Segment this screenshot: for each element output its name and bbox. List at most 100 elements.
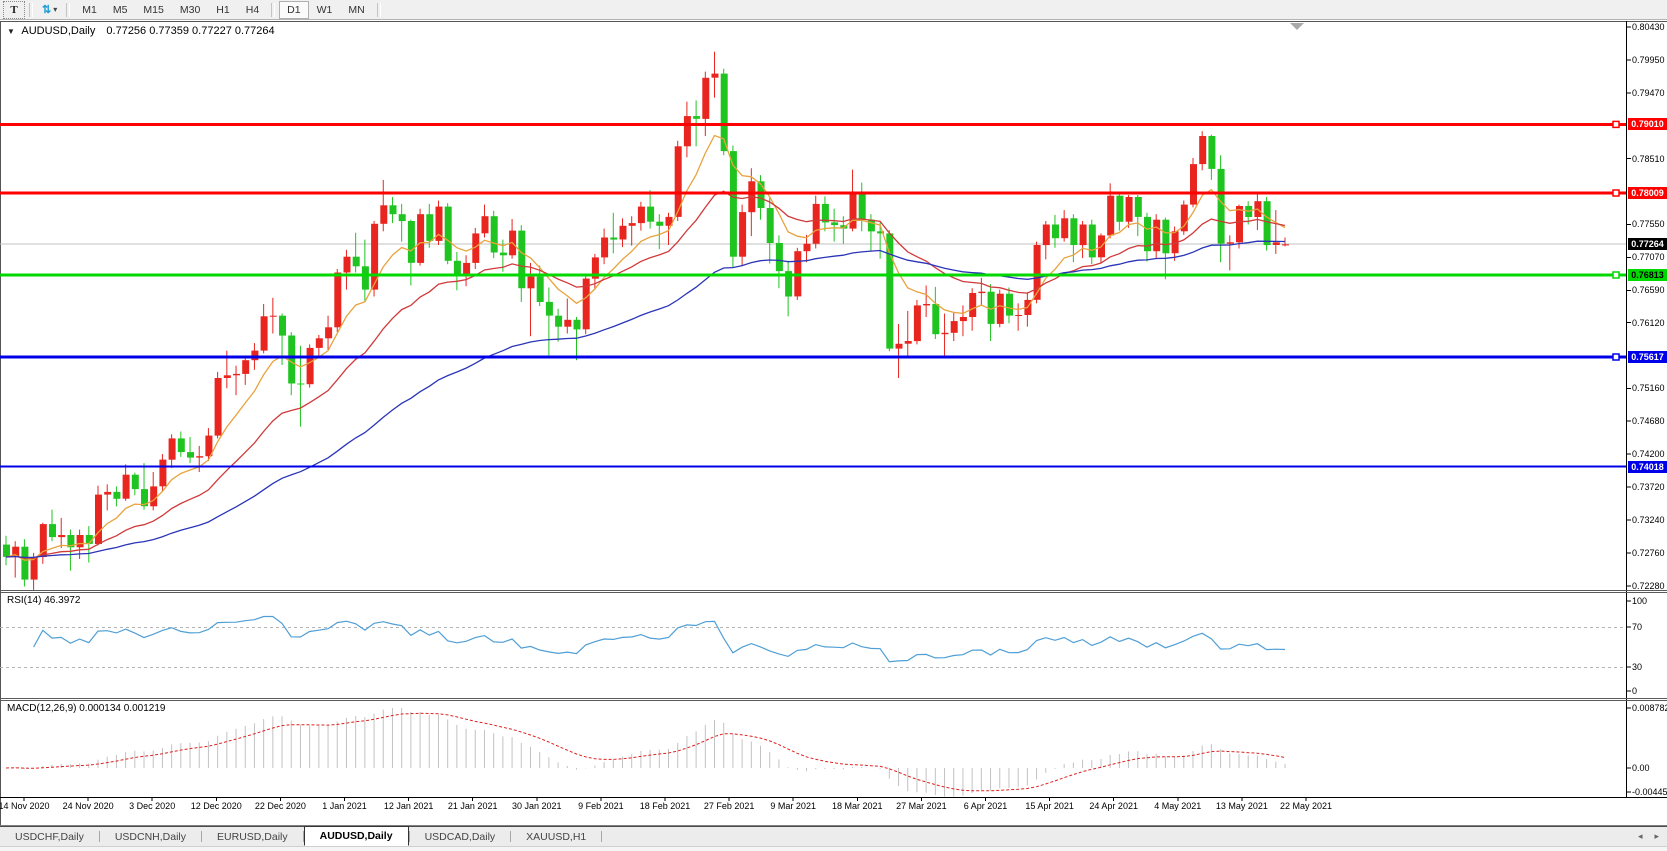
top-toolbar: T ⇅ ▾ M1 M5 M15 M30 H1 H4 D1 W1 MN: [0, 0, 1667, 20]
date-axis-label: 3 Dec 2020: [129, 801, 176, 811]
text-tool-button[interactable]: T: [3, 0, 25, 19]
price-axis-label: 0.80430: [1632, 22, 1665, 33]
price-axis-label: 0.73240: [1632, 514, 1665, 525]
timeframe-button-H1[interactable]: H1: [216, 3, 230, 16]
timeframe-button-H4[interactable]: H4: [245, 3, 260, 16]
timeframe-toolbar: M1 M5 M15 M30 H1 H4 D1 W1 MN: [74, 0, 384, 19]
chart-shift-marker-icon[interactable]: [1290, 23, 1304, 30]
date-axis-label: 22 May 2021: [1279, 801, 1333, 811]
line-handle-0.78009[interactable]: [1612, 189, 1620, 197]
tab-separator: [201, 831, 203, 842]
date-axis-label: 1 Jan 2021: [322, 801, 367, 811]
arrows-tool-button[interactable]: ⇅ ▾: [37, 1, 62, 19]
date-axis-label: 27 Mar 2021: [896, 801, 947, 811]
date-axis-label: 4 May 2021: [1154, 801, 1202, 811]
line-handle-0.79010[interactable]: [1612, 120, 1620, 129]
date-axis-label: 21 Jan 2021: [447, 801, 498, 811]
timeframe-button-M15[interactable]: M15: [143, 3, 164, 16]
tab-separator: [601, 831, 603, 842]
timeframe-button-D1[interactable]: D1: [279, 0, 309, 19]
price-line-badge-0.78009: 0.78009: [1628, 187, 1667, 199]
tab-separator: [408, 831, 410, 842]
chart-tab-bar: USDCHF,Daily USDCNH,Daily EURUSD,Daily AUDU…: [0, 826, 1667, 846]
chart-tab-xauusd-h1[interactable]: XAUUSD,H1: [526, 830, 587, 843]
tab-separator: [302, 831, 304, 842]
timeframe-button-W1[interactable]: W1: [316, 3, 333, 16]
tab-scroll-left-icon[interactable]: ◂: [1637, 831, 1643, 841]
date-axis-label: 9 Feb 2021: [578, 801, 624, 811]
date-axis-label: 9 Mar 2021: [770, 801, 816, 811]
macd-indicator-label: MACD(12,26,9) 0.000134 0.001219: [7, 703, 166, 714]
date-axis-label: 15 Apr 2021: [1025, 801, 1074, 811]
ma-fast-line: [5, 134, 1286, 561]
price-axis-label: 0.73720: [1632, 482, 1665, 493]
date-axis-label: 18 Feb 2021: [639, 801, 691, 811]
rsi-axis-label: 30: [1632, 662, 1643, 672]
line-handle-0.76813[interactable]: [1612, 271, 1620, 279]
toolbar-separator: [66, 2, 71, 17]
date-axis-label: 14 Nov 2020: [0, 801, 50, 811]
candlestick-series: [3, 51, 1289, 590]
chart-ohlc-values: 0.77256 0.77359 0.77227 0.77264: [106, 25, 275, 37]
rsi-axis-label: 70: [1632, 622, 1643, 632]
ma-mid-line: [5, 190, 1286, 559]
macd-signal-line: [5, 712, 1286, 792]
chevron-down-icon: ▾: [53, 5, 58, 14]
chart-tab-usdcad-daily[interactable]: USDCAD,Daily: [424, 830, 496, 843]
date-axis-label: 24 Apr 2021: [1089, 801, 1138, 811]
price-axis-label: 0.77070: [1632, 252, 1665, 263]
date-axis-label: 18 Mar 2021: [832, 801, 883, 811]
symbol-dropdown-icon[interactable]: ▼: [7, 27, 15, 36]
tab-separator: [510, 831, 512, 842]
timeframe-button-M1[interactable]: M1: [82, 3, 97, 16]
date-axis-label: 12 Jan 2021: [383, 801, 434, 811]
rsi-axis-label: 100: [1632, 596, 1648, 606]
chart-tab-audusd-daily[interactable]: AUDUSD,Daily: [303, 826, 409, 846]
rsi-line: [33, 615, 1286, 663]
price-axis-label: 0.74680: [1632, 416, 1665, 427]
price-axis-label: 0.72760: [1632, 547, 1665, 558]
current-price-badge: 0.77264: [1628, 238, 1667, 251]
price-line-badge-0.79010: 0.79010: [1628, 118, 1667, 131]
date-axis-label: 27 Feb 2021: [703, 801, 755, 811]
rsi-axis-label: 0: [1632, 686, 1638, 696]
tab-scroll-controls: ◂ ▸: [1638, 827, 1667, 846]
date-axis-label: 30 Jan 2021: [512, 801, 562, 811]
toolbar-separator: [29, 2, 33, 17]
macd-axis-label: -0.00445: [1632, 787, 1667, 797]
date-axis-label: 12 Dec 2020: [190, 801, 242, 811]
price-axis-label: 0.75160: [1632, 383, 1665, 394]
macd-histogram: [14, 708, 1286, 797]
tab-scroll-right-icon[interactable]: ▸: [1654, 831, 1659, 841]
price-axis-label: 0.74200: [1632, 449, 1665, 460]
chart-tab-usdchf-daily[interactable]: USDCHF,Daily: [15, 830, 84, 843]
price-axis-label: 0.79950: [1632, 54, 1665, 65]
price-line-badge-0.76813: 0.76813: [1628, 268, 1667, 281]
chart-tab-eurusd-daily[interactable]: EURUSD,Daily: [217, 830, 288, 843]
price-axis-label: 0.72280: [1632, 580, 1665, 591]
price-axis-label: 0.77550: [1632, 219, 1665, 230]
date-axis-label: 13 May 2021: [1215, 801, 1268, 811]
status-bar: [0, 846, 1667, 851]
date-axis-label: 24 Nov 2020: [62, 801, 114, 811]
chart-tab-usdcnh-daily[interactable]: USDCNH,Daily: [114, 830, 187, 843]
price-axis-label: 0.79470: [1632, 87, 1665, 98]
timeframe-button-MN[interactable]: MN: [348, 3, 365, 16]
ma-slow-line: [5, 240, 1286, 559]
tab-separator: [98, 831, 100, 842]
chart-symbol-period: AUDUSD,Daily: [21, 25, 96, 37]
timeframe-button-M30[interactable]: M30: [179, 3, 201, 16]
chart-title: ▼ AUDUSD,Daily 0.77256 0.77359 0.77227 0…: [7, 25, 275, 37]
price-axis-label: 0.76590: [1632, 285, 1665, 296]
price-line-badge-0.74018: 0.74018: [1628, 460, 1667, 473]
macd-axis-label: 0.008782: [1632, 703, 1667, 713]
date-axis-label: 22 Dec 2020: [254, 801, 306, 811]
date-axis-label: 6 Apr 2021: [963, 801, 1008, 811]
rsi-indicator-label: RSI(14) 46.3972: [7, 595, 81, 606]
price-line-badge-0.75617: 0.75617: [1628, 350, 1667, 363]
macd-axis-label: 0.00: [1632, 763, 1650, 773]
timeframe-button-M5[interactable]: M5: [112, 3, 128, 16]
price-axis-label: 0.78510: [1632, 153, 1665, 164]
line-handle-0.75617[interactable]: [1612, 353, 1620, 361]
